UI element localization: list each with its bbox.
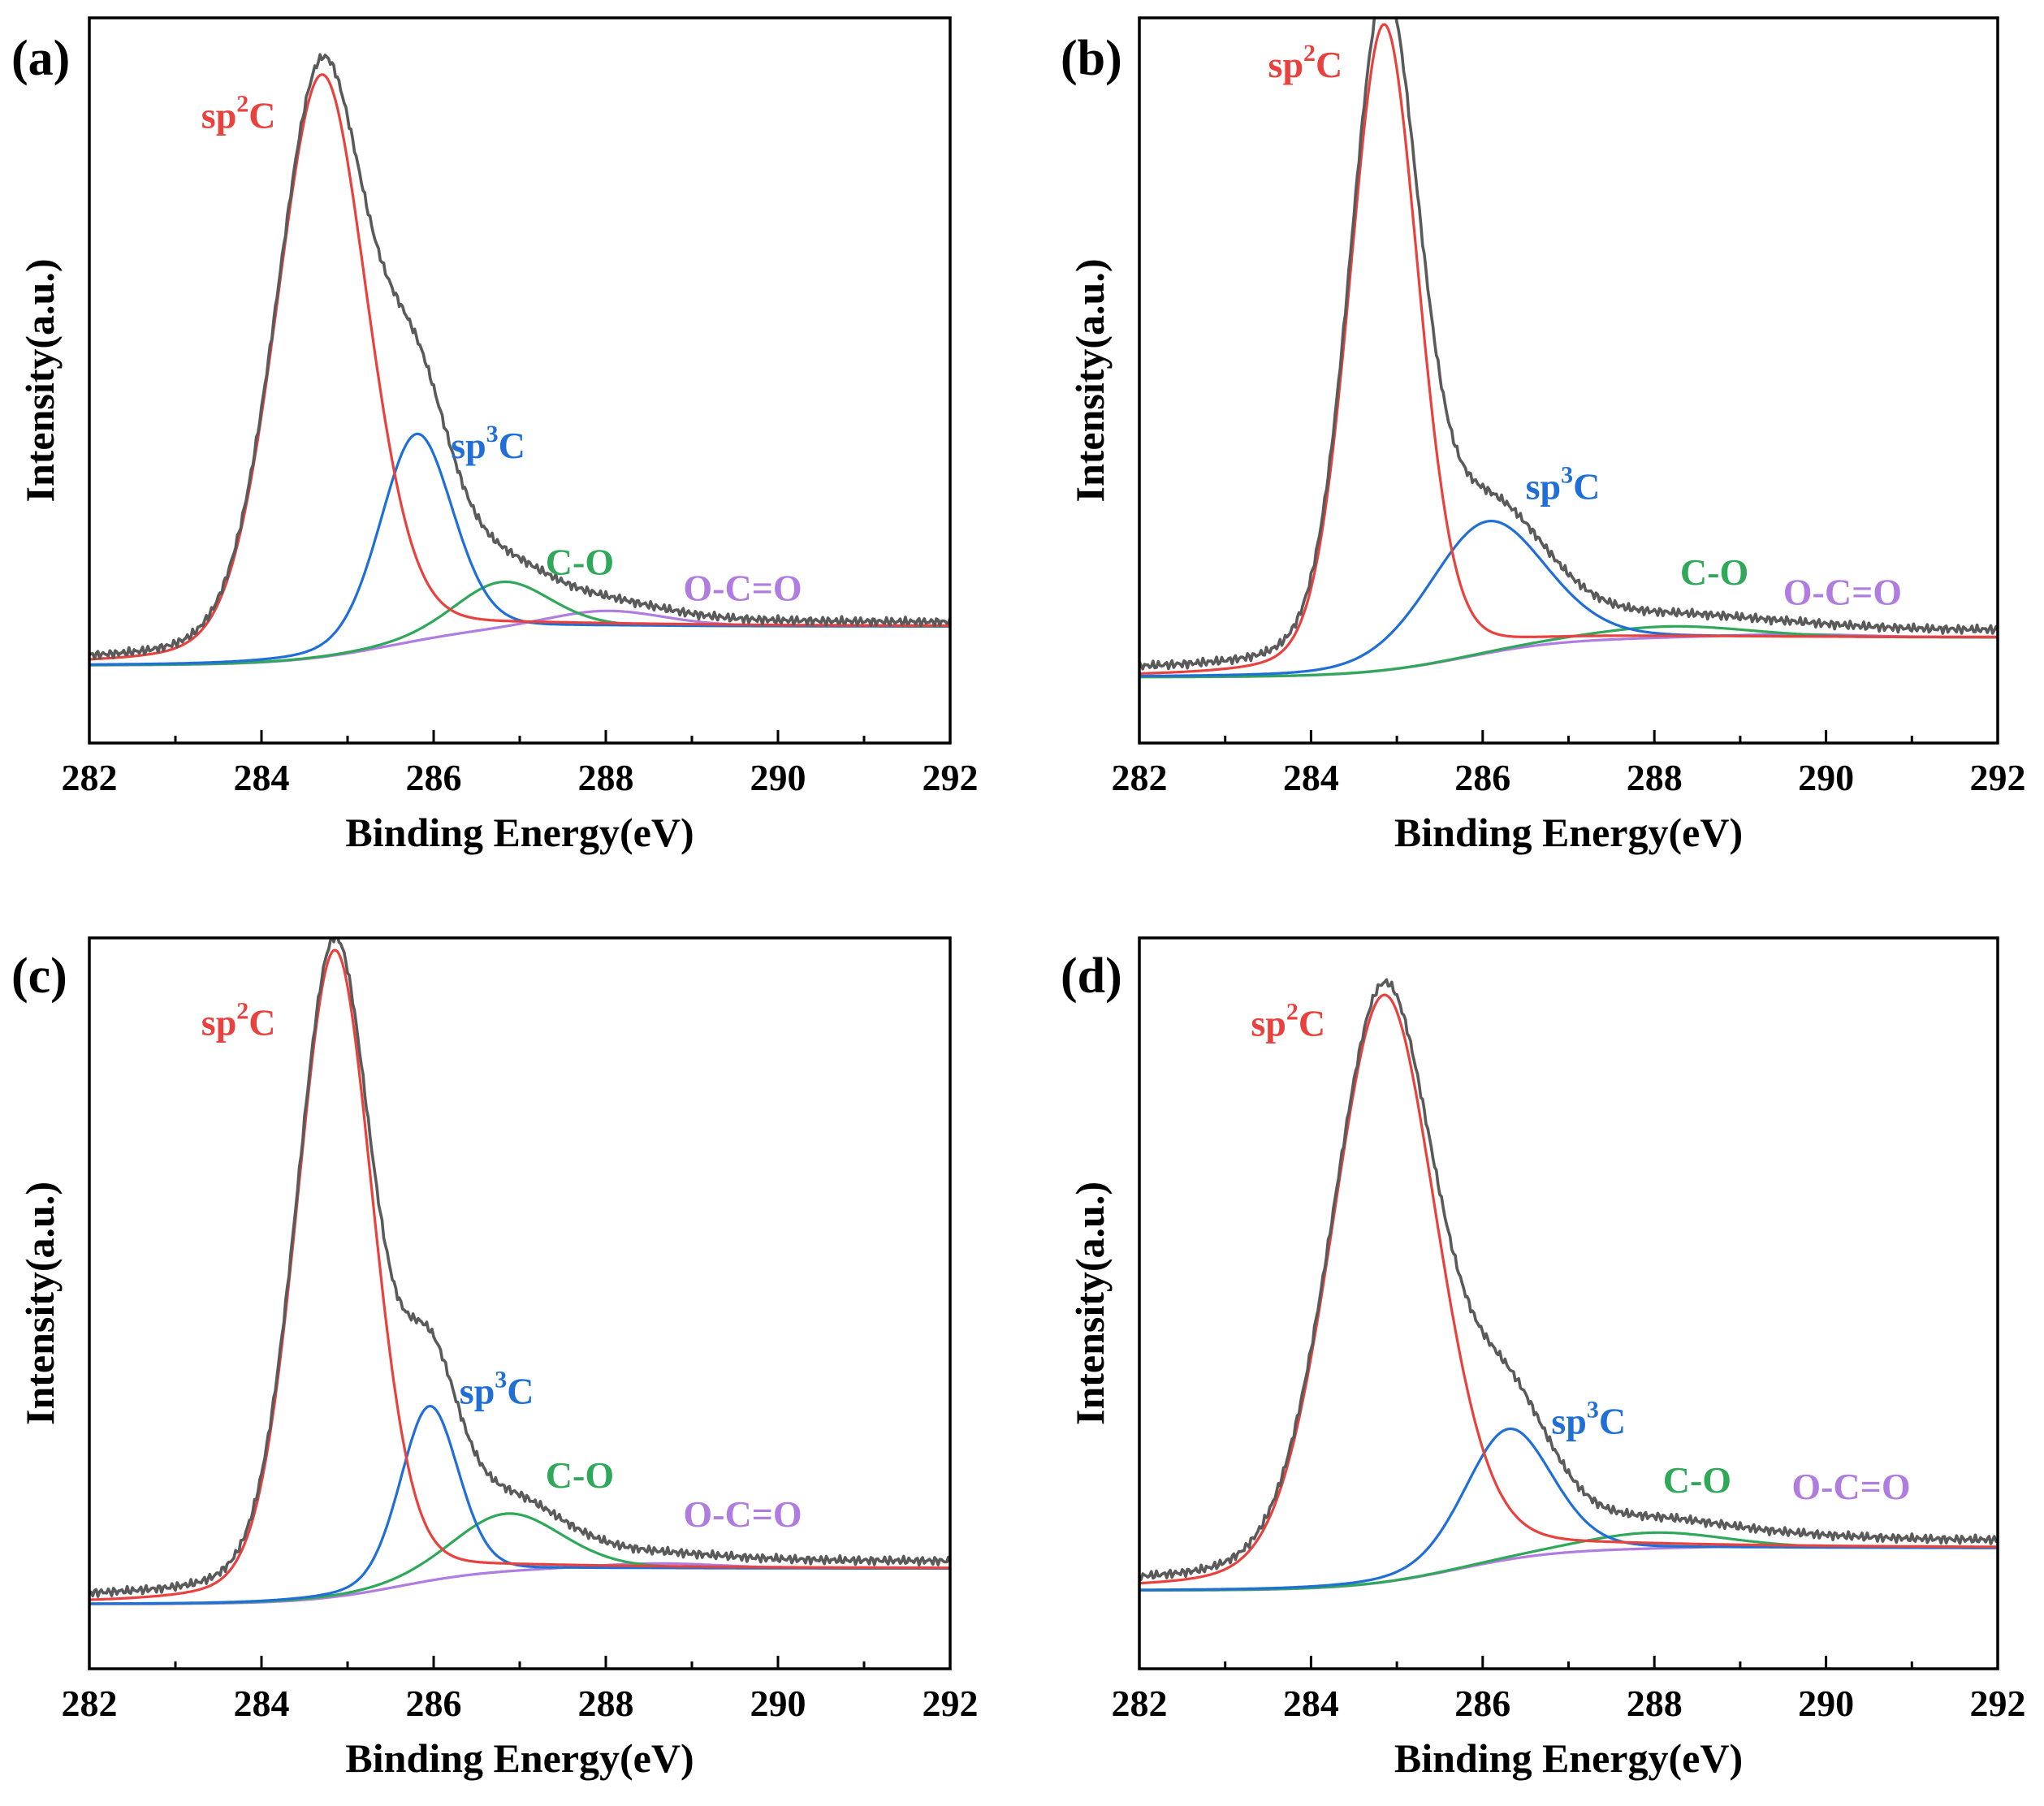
x-tick-label: 288	[1627, 1683, 1683, 1724]
x-tick-label: 284	[1283, 757, 1339, 798]
curves	[1139, 18, 1998, 679]
peak-label-c-o: C-O	[1680, 551, 1748, 593]
x-tick-label: 286	[1454, 1683, 1510, 1724]
x-axis-title: Binding Energy(eV)	[1394, 1735, 1743, 1781]
x-tick-label: 292	[923, 757, 979, 798]
fit-curve-sp3c	[1139, 1427, 1998, 1592]
y-axis-title: Intensity(a.u.)	[1067, 1182, 1113, 1425]
fit-curve-o-c-o	[1139, 1544, 1998, 1592]
curves	[89, 938, 950, 1605]
peak-label-sp2c: sp2C	[201, 997, 276, 1043]
x-axis-ticks: 282 284 286 288 290 292	[1112, 730, 2026, 798]
x-axis-ticks: 282 284 286 288 290 292	[62, 730, 979, 798]
plot-frame	[1138, 16, 1999, 745]
panel-d: (d) 282 284 286 288 290 292 Binding Energy(eV) I…	[1061, 936, 2026, 1781]
x-tick-label: 290	[1798, 1683, 1854, 1724]
x-tick-label: 284	[234, 1683, 290, 1724]
curves	[1139, 978, 1998, 1592]
x-tick-label: 286	[406, 1683, 462, 1724]
y-axis-title: Intensity(a.u.)	[1067, 258, 1113, 502]
panel-label: (c)	[11, 948, 67, 1004]
plot-frame	[1138, 936, 1999, 1670]
x-tick-label: 288	[578, 757, 634, 798]
x-tick-label: 284	[234, 757, 290, 798]
x-tick-label: 282	[1112, 757, 1168, 798]
peak-label-sp3c: sp3C	[451, 421, 525, 466]
x-tick-label: 288	[578, 1683, 634, 1724]
fit-curve-sp2c	[1139, 993, 1998, 1585]
curves	[89, 53, 950, 667]
x-tick-label: 282	[62, 757, 118, 798]
peak-label-sp2c: sp2C	[1268, 40, 1343, 85]
fit-curve-o-c-o	[89, 1562, 950, 1605]
x-axis-title: Binding Energy(eV)	[1394, 810, 1743, 855]
peak-label-c-o: C-O	[546, 542, 614, 583]
fit-curve-sp2c	[89, 73, 950, 661]
panel-a: (a) 282 284 286 288 290 292 Binding Energy(eV) I…	[11, 16, 979, 855]
fit-curve-o-c-o	[1139, 633, 1998, 679]
x-tick-label: 292	[923, 1683, 979, 1724]
x-tick-label: 292	[1970, 757, 2026, 798]
peak-label-sp2c: sp2C	[201, 91, 276, 136]
peak-label-sp2c: sp2C	[1251, 999, 1325, 1044]
peak-label-o-c-o: O-C=O	[1791, 1466, 1910, 1507]
x-tick-label: 282	[1112, 1683, 1168, 1724]
peak-label-c-o: C-O	[1663, 1459, 1731, 1501]
x-tick-label: 292	[1970, 1683, 2026, 1724]
x-axis-title: Binding Energy(eV)	[345, 810, 694, 855]
peak-label-o-c-o: O-C=O	[1783, 572, 1902, 613]
x-axis-title: Binding Energy(eV)	[345, 1735, 694, 1781]
measured-envelope-curve	[1139, 978, 1998, 1581]
x-tick-label: 284	[1283, 1683, 1339, 1724]
measured-envelope-curve	[1139, 18, 1998, 671]
x-tick-label: 286	[1454, 757, 1510, 798]
measured-envelope-curve	[89, 53, 950, 660]
x-tick-label: 290	[1798, 757, 1854, 798]
panel-c: (c) 282 284 286 288 290 292 Binding Energy(eV) I…	[11, 936, 979, 1781]
x-axis-ticks: 282 284 286 288 290 292	[62, 1656, 979, 1724]
panel-label: (a)	[11, 31, 70, 86]
peak-label-c-o: C-O	[546, 1454, 614, 1496]
x-tick-label: 282	[62, 1683, 118, 1724]
x-tick-label: 290	[750, 757, 806, 798]
fit-curve-sp2c	[89, 948, 950, 1601]
peak-label-sp3c: sp3C	[1551, 1397, 1626, 1442]
panel-b: (b) 282 284 286 288 290 292 Binding Energy(eV) I…	[1061, 16, 2026, 855]
panel-label: (b)	[1061, 31, 1122, 86]
panel-label: (d)	[1061, 948, 1122, 1004]
x-axis-ticks: 282 284 286 288 290 292	[1112, 1656, 2026, 1724]
measured-envelope-curve	[89, 938, 950, 1598]
peak-label-sp3c: sp3C	[1526, 462, 1601, 508]
peak-label-o-c-o: O-C=O	[683, 568, 802, 609]
fit-curve-sp3c	[89, 432, 950, 666]
fit-curve-sp2c	[1139, 23, 1998, 675]
fit-curve-c-o	[1139, 1531, 1998, 1592]
y-axis-title: Intensity(a.u.)	[17, 1182, 63, 1425]
x-tick-label: 286	[406, 757, 462, 798]
peak-label-o-c-o: O-C=O	[683, 1493, 802, 1535]
y-axis-title: Intensity(a.u.)	[17, 258, 63, 502]
x-tick-label: 290	[750, 1683, 806, 1724]
peak-label-sp3c: sp3C	[460, 1366, 534, 1411]
x-tick-label: 288	[1627, 757, 1683, 798]
